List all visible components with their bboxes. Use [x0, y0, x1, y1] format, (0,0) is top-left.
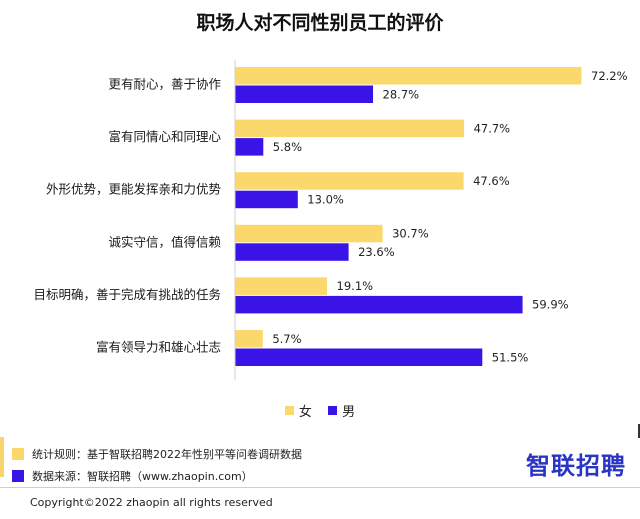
data-label: 23.6% — [358, 245, 395, 259]
data-label: 47.7% — [474, 121, 511, 135]
bar-male — [235, 138, 264, 156]
data-label: 28.7% — [383, 87, 420, 101]
bar-chart: 更有耐心，善于协作 72.2% 28.7% 富有同情心和同理心 47.7% 5.8% 外形优… — [33, 60, 628, 380]
chart-legend: 女 男 — [0, 401, 640, 420]
bar-male — [235, 190, 298, 209]
footer-rule-row: 统计规则：基于智联招聘2022年性别平等问卷调研数据 — [12, 446, 302, 462]
legend-swatch-female — [284, 406, 294, 415]
data-label: 51.5% — [492, 350, 529, 364]
footer-divider — [0, 487, 640, 488]
legend-label-male: 男 — [342, 405, 356, 420]
data-label: 19.1% — [337, 279, 374, 293]
legend-swatch-male — [328, 406, 338, 415]
bar-male — [235, 348, 483, 366]
data-label: 13.0% — [307, 192, 344, 206]
bar-female — [235, 172, 464, 190]
footer-rule-square — [12, 448, 24, 460]
category-label: 诚实守信，值得信赖 — [108, 234, 221, 249]
legend-item-female: 女 — [284, 401, 312, 420]
footer-rule-text: 统计规则：基于智联招聘2022年性别平等问卷调研数据 — [32, 448, 302, 461]
category-label: 富有领导力和雄心壮志 — [96, 340, 221, 355]
bar-female — [235, 277, 328, 295]
category-label: 目标明确，善于完成有挑战的任务 — [33, 287, 221, 302]
bar-female — [235, 330, 263, 348]
footer-accent-bar — [0, 437, 4, 477]
footer-source-row: 数据来源：智联招聘（www.zhaopin.com） — [12, 468, 253, 484]
copyright-text: Copyright©2022 zhaopin all rights reserv… — [30, 496, 273, 509]
bar-male — [235, 295, 523, 314]
data-label: 47.6% — [473, 174, 510, 188]
bar-female — [235, 67, 582, 85]
data-label: 5.7% — [272, 332, 301, 346]
data-label: 59.9% — [532, 298, 569, 312]
edge-mark — [638, 424, 640, 438]
footer-source-square — [12, 470, 24, 482]
legend-item-male: 男 — [328, 401, 355, 420]
bar-female — [235, 119, 465, 138]
brand-logo: 智联招聘 — [526, 452, 626, 480]
legend-label-female: 女 — [298, 405, 312, 420]
data-label: 5.8% — [273, 140, 302, 154]
data-label: 30.7% — [392, 227, 429, 241]
category-label: 外形优势，更能发挥亲和力优势 — [46, 182, 222, 197]
footer-source-text: 数据来源：智联招聘（www.zhaopin.com） — [32, 470, 253, 483]
data-label: 72.2% — [591, 69, 628, 83]
bar-male — [235, 243, 349, 261]
category-label: 更有耐心，善于协作 — [108, 77, 221, 92]
chart-title: 职场人对不同性别员工的评价 — [196, 12, 444, 34]
category-label: 富有同情心和同理心 — [108, 129, 221, 144]
bar-male — [235, 85, 374, 103]
bar-female — [235, 224, 383, 243]
